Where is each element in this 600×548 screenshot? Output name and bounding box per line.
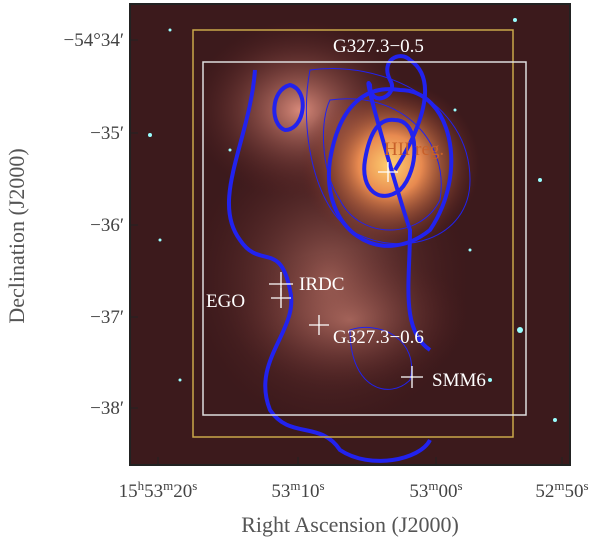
markers [269, 162, 423, 388]
y-tick-label: −37′ [90, 307, 124, 328]
x-tick-part: 20 [173, 481, 192, 502]
x-axis-label: Right Ascension (J2000) [241, 512, 459, 537]
annotation: G327.3−0.5 [333, 36, 424, 57]
x-tick-part: 15 [119, 481, 138, 502]
x-tick-label: 15h53m20s [119, 478, 198, 502]
x-tick-part: m [554, 478, 564, 493]
y-axis-label: Declination (J2000) [4, 148, 29, 323]
y-tick-label: −36′ [90, 215, 124, 236]
stars [148, 18, 557, 422]
sky-image [130, 4, 570, 465]
annotations: G327.3−0.5 HII reg. IRDC EGO G327.3−0.6 SMM6 [206, 36, 486, 391]
x-tick-part: s [320, 478, 325, 493]
x-tick-part: m [163, 478, 173, 493]
annotation: EGO [206, 291, 245, 312]
contours [226, 54, 471, 463]
x-tick-label: 52m50s [535, 478, 588, 502]
y-tick-label: −54°34′ [64, 30, 124, 51]
annotation: IRDC [299, 274, 344, 295]
x-tick-part: m [290, 478, 300, 493]
x-tick-part: s [192, 478, 197, 493]
x-tick-part: 53 [271, 481, 290, 502]
y-tick-label: −38′ [90, 398, 124, 419]
x-tick-part: s [584, 478, 589, 493]
y-tick-label: −35′ [90, 123, 124, 144]
x-tick-part: 52 [535, 481, 554, 502]
white-box [202, 61, 527, 416]
x-tick-part: 10 [301, 481, 320, 502]
x-tick-part: 53 [144, 481, 163, 502]
frame [129, 3, 571, 466]
x-tick-part: m [428, 478, 438, 493]
x-tick-part: h [138, 478, 145, 493]
ticks: 15h53m20s 53m10s 53m00s 52m50s−54°34′−35′−3… [64, 30, 589, 502]
yellow-box [192, 29, 514, 438]
x-tick-part: s [458, 478, 463, 493]
annotation: SMM6 [432, 370, 486, 391]
x-tick-label: 53m10s [271, 478, 324, 502]
x-tick-label: 53m00s [409, 478, 462, 502]
x-tick-part: 50 [565, 481, 584, 502]
annotation: G327.3−0.6 [333, 327, 424, 348]
x-tick-part: 00 [439, 481, 458, 502]
x-tick-part: 53 [409, 481, 428, 502]
annotation: HII reg. [384, 139, 444, 160]
